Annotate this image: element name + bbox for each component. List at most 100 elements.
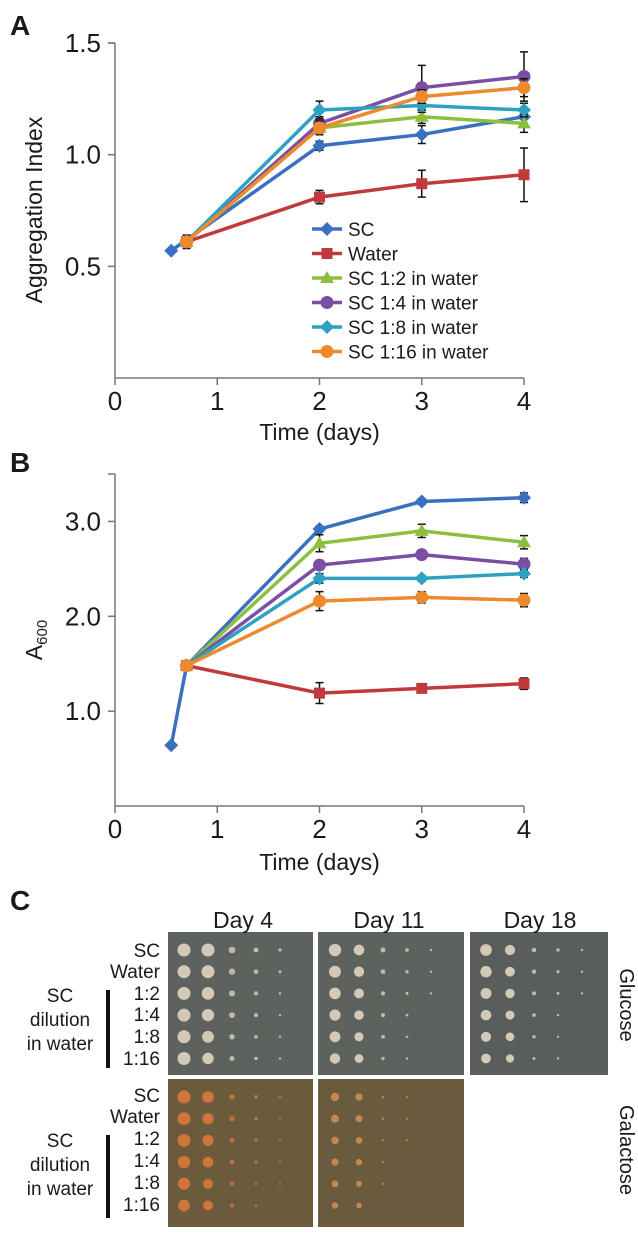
x-axis-label: Time (days) xyxy=(259,419,380,445)
series xyxy=(179,523,531,671)
marker xyxy=(517,593,531,607)
colony xyxy=(580,992,584,995)
y-tick-label: 1.5 xyxy=(65,28,101,58)
colony xyxy=(177,965,191,979)
colony xyxy=(177,1030,191,1044)
series xyxy=(180,590,531,673)
colony xyxy=(202,1134,214,1146)
colony xyxy=(429,948,433,952)
plate xyxy=(318,1079,464,1227)
colony xyxy=(278,1182,282,1186)
colony xyxy=(580,970,584,973)
colony xyxy=(254,1182,258,1186)
row-label: SC xyxy=(134,941,160,962)
colony xyxy=(504,944,516,956)
marker xyxy=(416,178,428,190)
colony xyxy=(329,1009,341,1021)
marker xyxy=(517,103,531,117)
legend-marker xyxy=(320,296,334,309)
marker xyxy=(414,571,429,586)
legend-label: SC 1:4 in water xyxy=(348,294,479,315)
colony xyxy=(202,1030,214,1043)
series-line xyxy=(185,552,525,668)
series-line xyxy=(185,85,525,244)
colony xyxy=(177,1155,191,1169)
colony xyxy=(329,987,341,1000)
series xyxy=(179,566,531,673)
colony xyxy=(228,946,236,954)
series-line xyxy=(186,663,525,695)
colony xyxy=(229,1094,235,1100)
legend-label: SC 1:16 in water xyxy=(348,343,489,364)
colony xyxy=(380,947,386,953)
colony xyxy=(480,987,492,999)
y-axis-label: Aggregation Index xyxy=(21,116,47,303)
colony xyxy=(254,1138,258,1143)
colony xyxy=(354,1054,364,1063)
colony xyxy=(353,966,365,977)
y-tick-label: 2.0 xyxy=(65,601,101,631)
colony xyxy=(201,943,215,957)
colony xyxy=(480,1009,492,1021)
y-axis-label-sub: 600 xyxy=(34,620,51,645)
colony xyxy=(229,1116,235,1122)
colony xyxy=(228,968,236,975)
colony xyxy=(177,1177,191,1190)
colony xyxy=(381,1139,385,1142)
marker xyxy=(517,70,531,83)
row-label: Water xyxy=(110,1107,161,1128)
medium-label: Glucose xyxy=(615,968,637,1041)
marker xyxy=(164,243,179,258)
colony xyxy=(356,1202,362,1209)
marker xyxy=(414,523,429,536)
colony xyxy=(177,1052,191,1065)
marker xyxy=(414,127,429,142)
y-tick-label: 1.0 xyxy=(65,696,101,726)
row-label: 1:8 xyxy=(134,1027,160,1048)
y-tick-label: 1.0 xyxy=(65,140,101,170)
marker xyxy=(415,590,429,604)
colony xyxy=(481,1053,491,1064)
colony xyxy=(202,1156,214,1168)
colony xyxy=(331,1136,339,1145)
series xyxy=(164,490,531,753)
row-label: SC xyxy=(134,1086,160,1107)
colony xyxy=(254,1056,258,1061)
colony xyxy=(405,1057,409,1060)
x-tick-label: 2 xyxy=(312,814,326,844)
colony xyxy=(405,948,409,952)
colony xyxy=(278,970,282,974)
legend-marker xyxy=(320,320,334,334)
y-axis-label: A600 xyxy=(21,620,51,660)
colony xyxy=(278,1013,282,1017)
colony xyxy=(328,943,342,957)
colony xyxy=(329,1053,341,1064)
colony xyxy=(253,947,259,953)
colony xyxy=(355,1093,363,1101)
colony xyxy=(253,991,259,996)
colony xyxy=(254,1204,258,1207)
colony xyxy=(380,969,386,975)
series-line xyxy=(185,595,525,668)
colony xyxy=(254,1013,258,1018)
plate xyxy=(168,932,313,1075)
marker xyxy=(313,594,326,608)
dilution-label: SC xyxy=(47,1131,73,1152)
plate xyxy=(470,932,608,1075)
marker xyxy=(180,235,194,249)
row-label: Water xyxy=(110,962,161,983)
marker xyxy=(517,566,531,581)
colony xyxy=(405,1139,409,1142)
x-tick-label: 0 xyxy=(108,814,122,844)
colony xyxy=(532,1013,536,1017)
colony xyxy=(532,1056,536,1061)
colony xyxy=(505,988,515,999)
colony xyxy=(381,1160,385,1164)
panel-label: A xyxy=(10,10,30,41)
series-line xyxy=(185,103,525,244)
colony xyxy=(354,988,364,999)
colony xyxy=(202,1113,214,1125)
legend-label: Water xyxy=(348,245,399,266)
colony xyxy=(556,1035,560,1039)
